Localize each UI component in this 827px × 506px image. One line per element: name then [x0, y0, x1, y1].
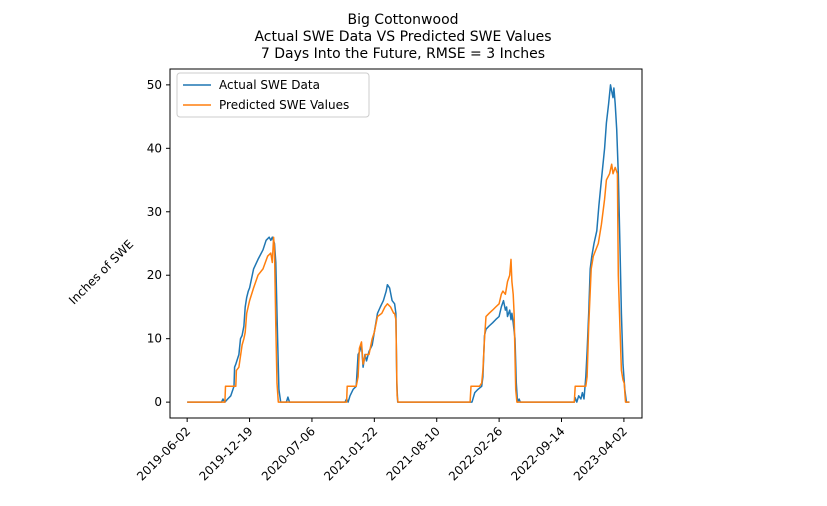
x-axis: 2019-06-02 2019-12-19 2020-07-06 2021-01-22… [134, 418, 630, 483]
y-tick-label: 20 [147, 268, 162, 282]
legend-box [176, 72, 370, 118]
legend-label-predicted: Predicted SWE Values [219, 98, 349, 112]
x-tick-label: 2019-12-19 [196, 424, 255, 483]
plot-area [169, 68, 643, 419]
series-layer [187, 84, 630, 403]
x-tick-label: 2021-08-10 [384, 424, 443, 483]
series-predicted-line [187, 163, 630, 403]
plot-frame [169, 68, 643, 419]
x-tick-label: 2019-06-02 [134, 424, 193, 483]
legend: Actual SWE Data Predicted SWE Values [176, 72, 370, 118]
legend-label-actual: Actual SWE Data [219, 78, 320, 92]
x-tick-label: 2023-04-02 [571, 424, 630, 483]
chart-title-line-3: 7 Days Into the Future, RMSE = 3 Inches [261, 46, 545, 62]
y-tick-label: 50 [147, 78, 162, 92]
x-tick-label: 2022-09-14 [508, 424, 567, 483]
chart-title: Big Cottonwood Actual SWE Data VS Predic… [254, 12, 551, 62]
y-axis-label: Inches of SWE [66, 237, 136, 307]
x-tick-label: 2020-07-06 [259, 424, 318, 483]
x-tick-label: 2021-01-22 [321, 424, 380, 483]
y-tick-label: 10 [147, 332, 162, 346]
y-tick-label: 30 [147, 205, 162, 219]
series-actual-line [187, 84, 630, 403]
chart-title-line-1: Big Cottonwood [347, 12, 458, 28]
y-tick-label: 0 [154, 395, 162, 409]
x-tick-label: 2022-02-26 [446, 424, 505, 483]
y-tick-label: 40 [147, 141, 162, 155]
y-axis: 0 10 20 30 40 50 [147, 78, 170, 409]
chart-title-line-2: Actual SWE Data VS Predicted SWE Values [254, 29, 551, 45]
